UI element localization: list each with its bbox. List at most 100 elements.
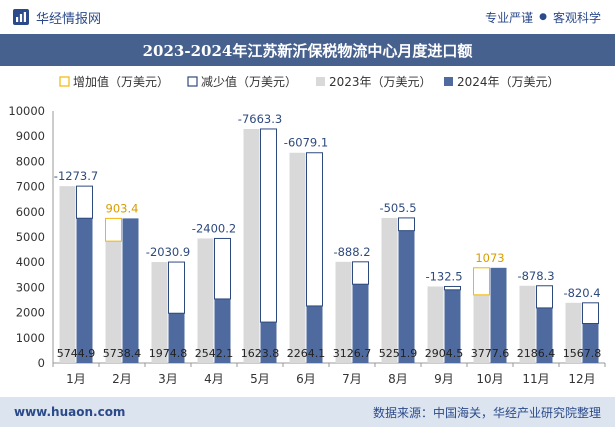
y-tick-label: 5000 <box>16 230 45 244</box>
value-label-2024: 2264.1 <box>287 347 326 360</box>
decrease-box <box>352 261 369 285</box>
chart-title-bar: 2023-2024年江苏新沂保税物流中心月度进口额 <box>0 34 615 66</box>
bar-2023 <box>473 294 490 363</box>
bar-2023 <box>427 286 444 363</box>
x-tick-label: 10月 <box>476 372 503 386</box>
bar-2024 <box>582 323 599 363</box>
y-tick-label: 8000 <box>16 154 45 168</box>
bar-2024 <box>260 322 277 363</box>
y-tick-label: 1000 <box>16 331 45 345</box>
bar-2023 <box>151 262 168 363</box>
slogan-dot: ● <box>539 12 547 22</box>
y-tick-label: 9000 <box>16 129 45 143</box>
decrease-box <box>582 302 599 324</box>
bar-2024 <box>536 307 553 363</box>
change-label: -888.2 <box>333 245 370 259</box>
bar-2023 <box>565 302 582 363</box>
legend-label-inc: 增加值（万美元） <box>73 74 169 89</box>
x-tick-label: 11月 <box>522 372 549 386</box>
value-label-2024: 1974.8 <box>149 347 188 360</box>
change-label: -132.5 <box>425 269 462 283</box>
chart-title: 2023-2024年江苏新沂保税物流中心月度进口额 <box>142 41 473 60</box>
bar-2023 <box>59 186 76 363</box>
decrease-box <box>214 237 231 300</box>
bar-2024 <box>444 289 461 363</box>
decrease-box <box>444 285 461 291</box>
increase-box <box>105 217 122 242</box>
legend-label-dec: 减少值（万美元） <box>201 74 297 89</box>
value-label-2024: 5744.9 <box>57 347 96 360</box>
value-label-2024: 5738.4 <box>103 347 142 360</box>
change-label: -820.4 <box>563 286 600 300</box>
y-tick-label: 3000 <box>16 280 45 294</box>
value-label-2024: 2904.5 <box>425 347 464 360</box>
y-tick-label: 2000 <box>16 306 45 320</box>
x-tick-label: 9月 <box>434 372 454 386</box>
change-label: -878.3 <box>517 269 554 283</box>
footer: www.huaon.com 数据来源：中国海关，华经产业研究院整理 <box>0 397 615 427</box>
change-label: -2400.2 <box>192 221 236 235</box>
y-tick-label: 4000 <box>16 255 45 269</box>
chart: 增加值（万美元） 减少值（万美元） 2023年（万美元） 2024年（万美元） 0 100… <box>8 74 606 386</box>
slogan-right: 客观科学 <box>552 10 601 25</box>
decrease-box <box>76 185 93 219</box>
change-label: -2030.9 <box>146 245 190 259</box>
change-label: -7663.3 <box>238 112 282 126</box>
slogan: 专业严谨 ● 客观科学 <box>485 9 601 26</box>
bar-2023 <box>519 285 536 363</box>
y-tick-label: 10000 <box>8 104 45 118</box>
bar-2024 <box>490 267 507 363</box>
value-label-2024: 2186.4 <box>517 347 556 360</box>
change-label: 1073 <box>475 251 504 265</box>
footer-website[interactable]: www.huaon.com <box>14 405 126 419</box>
change-label: -1273.7 <box>54 169 98 183</box>
bar-2024 <box>76 218 93 363</box>
x-tick-label: 5月 <box>250 372 270 386</box>
value-label-2024: 1567.8 <box>563 347 602 360</box>
header: 华经情报网 专业严谨 ● 客观科学 <box>0 0 615 34</box>
brand-name: 华经情报网 <box>36 11 102 27</box>
increase-box <box>473 267 490 296</box>
decrease-box <box>260 128 277 323</box>
value-label-2024: 1623.8 <box>241 347 280 360</box>
bar-2024 <box>398 230 415 363</box>
legend-label-y23: 2023年（万美元） <box>329 75 432 89</box>
value-label-2024: 3126.7 <box>333 347 372 360</box>
bar-2023 <box>335 261 352 363</box>
bar-2023 <box>197 238 214 363</box>
change-label: 903.4 <box>106 201 139 215</box>
x-tick-label: 3月 <box>158 372 178 386</box>
bar-2024 <box>168 313 185 363</box>
bar-2023 <box>105 241 122 363</box>
decrease-box <box>536 285 553 309</box>
bar-2024 <box>214 298 231 363</box>
x-tick-label: 4月 <box>204 372 224 386</box>
y-tick-label: 0 <box>38 356 45 370</box>
change-label: -6079.1 <box>284 136 328 150</box>
value-label-2024: 5251.9 <box>379 347 418 360</box>
y-tick-label: 7000 <box>16 180 45 194</box>
legend-2024-marker <box>444 77 453 86</box>
decrease-box <box>398 217 415 232</box>
legend-decrease-marker <box>187 76 198 87</box>
logo-icon <box>13 9 29 25</box>
bar-2023 <box>243 128 260 363</box>
decrease-box <box>168 261 185 314</box>
x-tick-label: 1月 <box>66 372 86 386</box>
bar-2024 <box>306 305 323 363</box>
slogan-left: 专业严谨 <box>485 10 534 25</box>
x-tick-label: 12月 <box>568 372 595 386</box>
x-tick-label: 2月 <box>112 372 132 386</box>
legend-2023-marker <box>316 77 325 86</box>
x-tick-label: 6月 <box>296 372 316 386</box>
bar-2023 <box>381 217 398 363</box>
value-label-2024: 2542.1 <box>195 347 234 360</box>
bar-2023 <box>289 152 306 363</box>
brand[interactable]: 华经情报网 <box>12 8 101 27</box>
y-tick-label: 6000 <box>16 205 45 219</box>
change-label: -505.5 <box>379 201 416 215</box>
bar-2024 <box>352 284 369 363</box>
legend-label-y24: 2024年（万美元） <box>457 75 560 89</box>
bar-2024 <box>122 218 139 363</box>
value-label-2024: 3777.6 <box>471 347 510 360</box>
